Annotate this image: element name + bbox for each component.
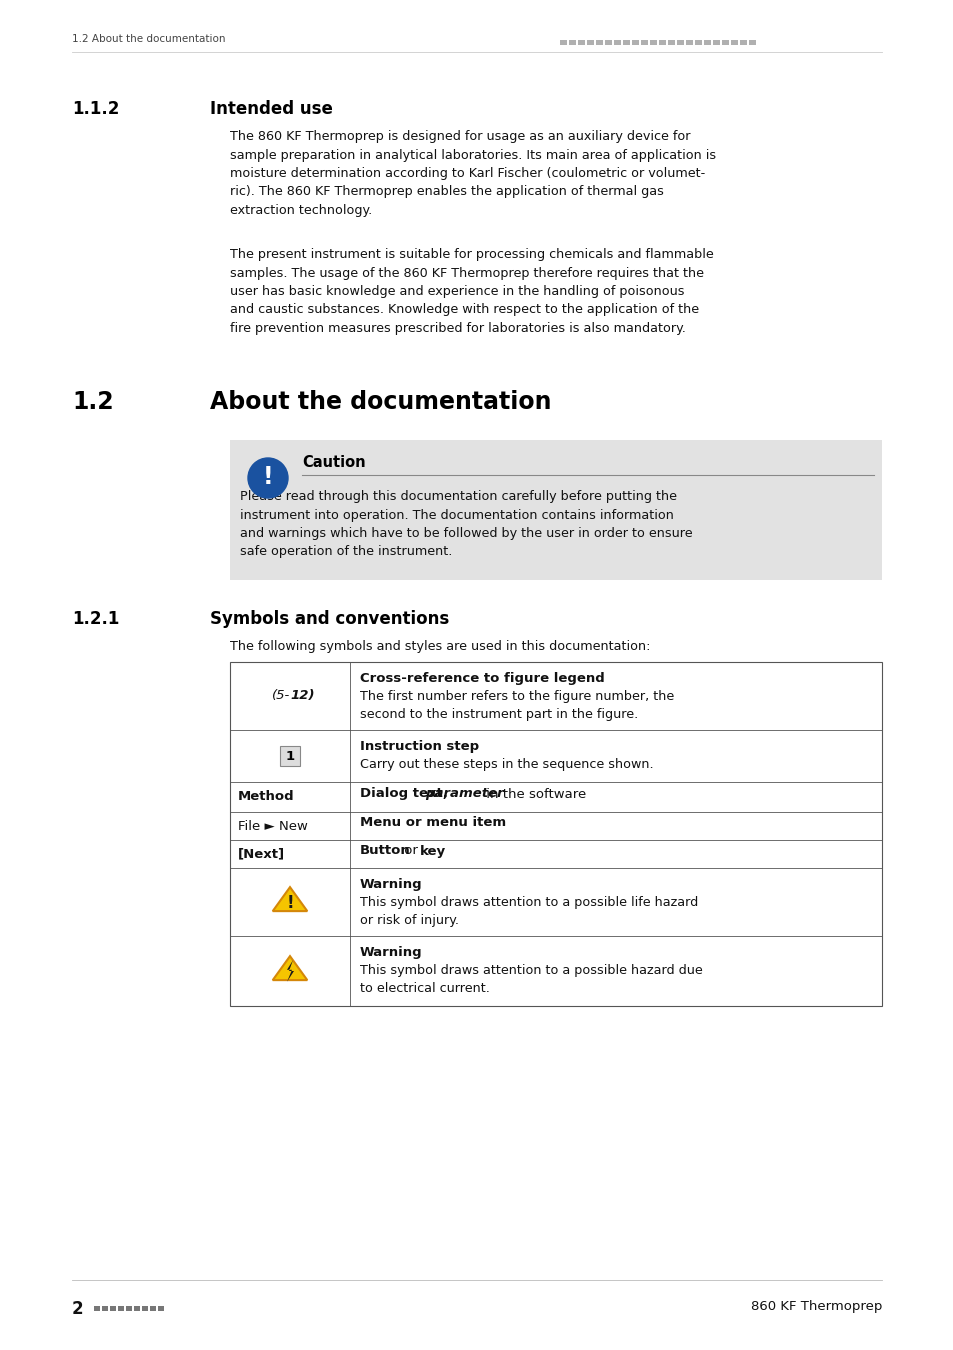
Bar [685,39,692,45]
Bar [677,39,683,45]
Text: This symbol draws attention to a possible hazard due
to electrical current.: This symbol draws attention to a possibl… [359,964,702,995]
Bar [133,1305,140,1311]
Text: Please read through this documentation carefully before putting the
instrument i: Please read through this documentation c… [240,490,692,559]
Bar [94,1305,100,1311]
Text: key: key [419,845,446,857]
Text: 12): 12) [290,690,314,702]
Bar [142,1305,148,1311]
Text: or: or [399,845,421,857]
Text: 2: 2 [71,1300,84,1318]
Bar [649,39,657,45]
Circle shape [248,458,288,498]
Text: The 860 KF Thermoprep is designed for usage as an auxiliary device for
sample pr: The 860 KF Thermoprep is designed for us… [230,130,716,217]
Text: Caution: Caution [302,455,365,470]
Bar [740,39,746,45]
Text: File ► New: File ► New [237,819,308,833]
Bar [730,39,738,45]
Text: parameter: parameter [424,787,503,801]
Text: [Next]: [Next] [237,848,285,860]
Bar [230,440,882,580]
Text: Cross-reference to figure legend: Cross-reference to figure legend [359,672,604,684]
Text: Warning: Warning [359,878,422,891]
Bar [703,39,710,45]
Text: 1.1.2: 1.1.2 [71,100,119,117]
Polygon shape [273,956,307,980]
Text: Dialog text,: Dialog text, [359,787,452,801]
Text: The present instrument is suitable for processing chemicals and flammable
sample: The present instrument is suitable for p… [230,248,713,335]
Bar [126,1305,132,1311]
Bar [280,747,299,765]
Bar [667,39,675,45]
Bar [604,39,612,45]
Text: !: ! [286,894,294,913]
Text: Intended use: Intended use [210,100,333,117]
Bar [102,1305,108,1311]
Text: Warning: Warning [359,946,422,958]
Bar [559,39,566,45]
Polygon shape [287,960,294,981]
Text: !: ! [262,464,273,489]
Bar [586,39,594,45]
Bar [721,39,728,45]
Bar [659,39,665,45]
Bar [568,39,576,45]
Text: About the documentation: About the documentation [210,390,551,414]
Bar [640,39,647,45]
Text: 1: 1 [285,749,294,763]
Text: in the software: in the software [481,787,586,801]
Bar [614,39,620,45]
Text: 1.2.1: 1.2.1 [71,610,119,628]
Text: Method: Method [237,791,294,803]
Bar [631,39,639,45]
Text: Carry out these steps in the sequence shown.: Carry out these steps in the sequence sh… [359,757,653,771]
Bar [695,39,701,45]
Bar [118,1305,124,1311]
Text: (5‑: (5‑ [272,690,290,702]
Bar [578,39,584,45]
Text: Instruction step: Instruction step [359,740,478,753]
Text: 860 KF Thermoprep: 860 KF Thermoprep [750,1300,882,1314]
Text: The first number refers to the figure number, the
second to the instrument part : The first number refers to the figure nu… [359,690,674,721]
Polygon shape [273,887,307,911]
Bar [110,1305,116,1311]
Bar [712,39,720,45]
Text: Menu or menu item: Menu or menu item [359,817,506,829]
Bar [150,1305,156,1311]
Bar [230,662,882,1006]
Text: 1.2: 1.2 [71,390,113,414]
Text: Button: Button [359,845,411,857]
Text: This symbol draws attention to a possible life hazard
or risk of injury.: This symbol draws attention to a possibl… [359,896,698,927]
Bar [622,39,629,45]
Bar [748,39,755,45]
Bar [158,1305,164,1311]
Text: Symbols and conventions: Symbols and conventions [210,610,449,628]
Text: The following symbols and styles are used in this documentation:: The following symbols and styles are use… [230,640,650,653]
Text: 1.2 About the documentation: 1.2 About the documentation [71,34,225,45]
Bar [596,39,602,45]
